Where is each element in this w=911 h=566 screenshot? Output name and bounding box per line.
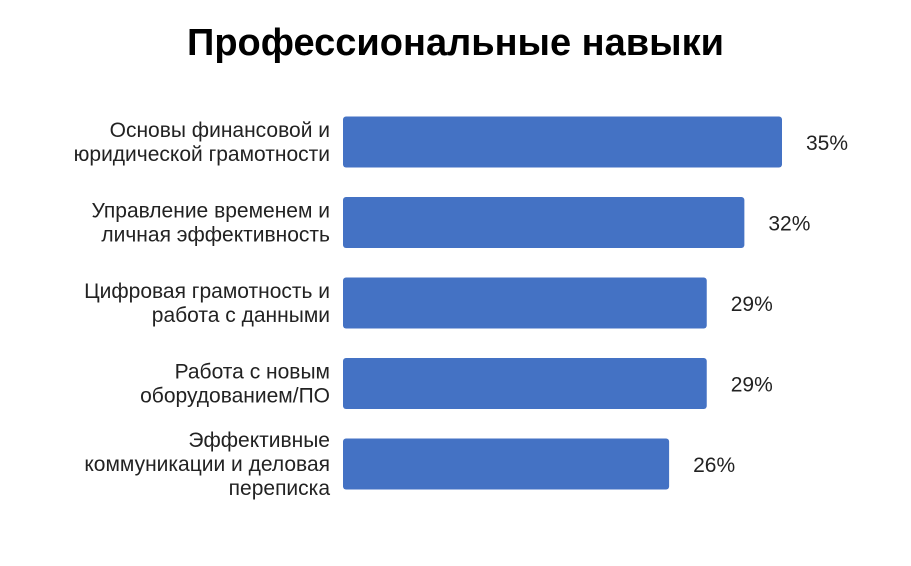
value-label-5: 26% [693, 454, 735, 477]
category-label-4: Работа с новым оборудованием/ПО [140, 361, 330, 408]
category-label-3: Цифровая грамотность и работа с данными [84, 280, 330, 327]
value-label-3: 29% [731, 293, 773, 316]
value-label-1: 35% [806, 132, 848, 155]
category-label-1: Основы финансовой и юридической грамотнос… [74, 119, 330, 166]
chart-title: Профессиональные навыки [187, 22, 724, 64]
value-label-4: 29% [731, 374, 773, 397]
bar-4 [343, 358, 707, 409]
bar-2 [343, 197, 745, 248]
category-label-2: Управление временем и личная эффективност… [92, 200, 331, 247]
bar-5 [343, 438, 670, 490]
category-label-5: Эффективные коммуникации и деловая перепис… [84, 429, 330, 500]
bar-3 [343, 277, 707, 329]
value-label-2: 32% [768, 213, 810, 236]
bar-1 [343, 116, 782, 168]
